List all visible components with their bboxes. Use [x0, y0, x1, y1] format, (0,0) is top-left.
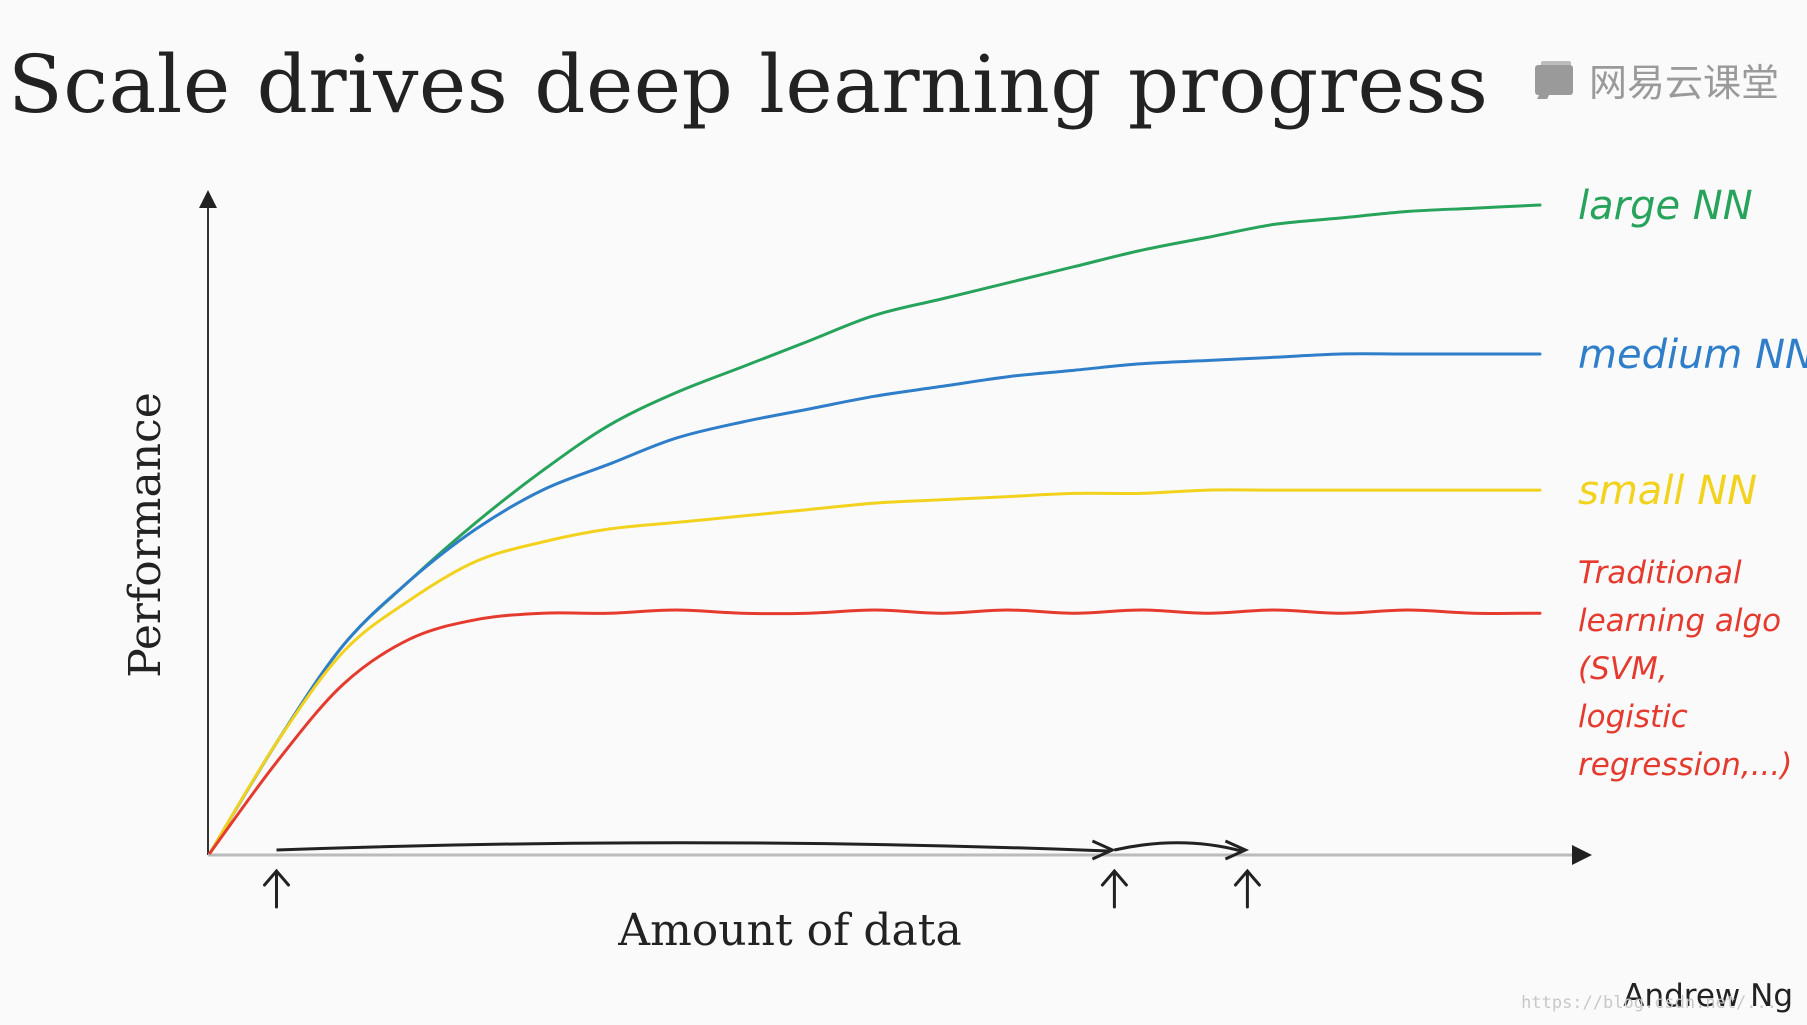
series-line-large-nn	[208, 203, 1542, 855]
slide-title: Scale drives deep learning progress	[8, 38, 1489, 131]
x-axis-arrowhead	[1572, 845, 1592, 865]
series-line-medium-nn	[208, 352, 1542, 855]
series-line-traditional	[208, 608, 1542, 855]
range-arrowhead-0	[1091, 839, 1117, 861]
series-label-small-nn: small NN	[1578, 468, 1757, 514]
range-arrowhead-1	[1224, 839, 1250, 861]
y-axis-arrowhead	[199, 190, 217, 208]
series-label-large-nn: large NN	[1578, 183, 1753, 229]
series-label-traditional: Traditional learning algo (SVM, logistic reg…	[1578, 555, 1792, 783]
author-credit: Andrew Ng	[1623, 978, 1793, 1014]
data-amount-marker-0	[263, 868, 290, 909]
x-axis-label: Amount of data	[617, 905, 961, 956]
y-axis-label: Performance	[120, 392, 171, 677]
series-labels: large NN medium NN small NN Traditional lear…	[1578, 183, 1807, 783]
range-arrow-1	[1114, 841, 1242, 853]
series-layer	[208, 203, 1542, 855]
data-amount-marker-1	[1100, 868, 1128, 909]
netease-cloud-classroom-icon	[1534, 60, 1577, 99]
series-line-small-nn	[208, 488, 1542, 855]
brand-logo: 网易云课堂	[1534, 52, 1779, 107]
brand-text: 网易云课堂	[1588, 61, 1779, 105]
data-amount-marker-2	[1233, 868, 1261, 909]
range-arrow-0	[276, 841, 1109, 853]
watermark: https://blog.csdn.net/...	[1521, 993, 1777, 1013]
series-label-medium-nn: medium NN	[1578, 332, 1807, 378]
annotation-layer	[263, 839, 1261, 909]
